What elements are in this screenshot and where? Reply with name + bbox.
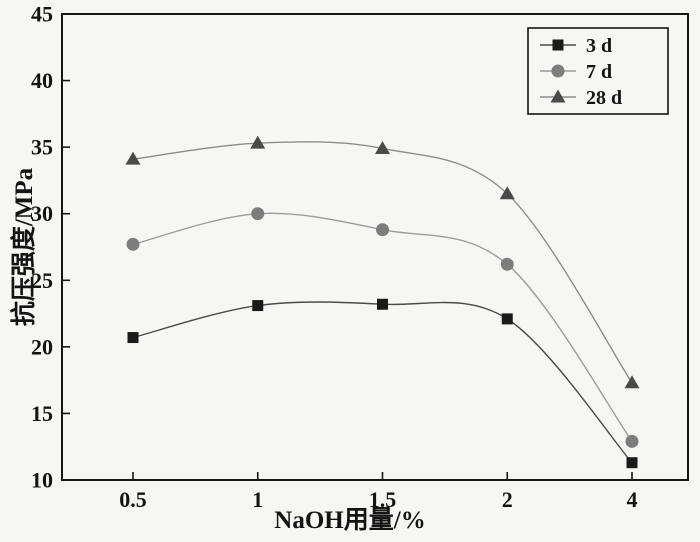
legend-item: 7 d	[540, 61, 612, 83]
plot-frame	[61, 13, 689, 481]
series-marker-square	[501, 313, 513, 325]
x-axis-title: NaOH用量/%	[274, 507, 426, 534]
series-marker-circle	[625, 434, 639, 448]
series-marker-circle	[251, 207, 265, 221]
x-tick-label: 1	[252, 487, 263, 512]
series-line	[132, 141, 633, 384]
y-tick-label: 25	[31, 268, 53, 293]
series-marker-square	[626, 457, 638, 469]
y-tick-label: 30	[31, 201, 53, 226]
y-axis-title: 抗压强度/MPa	[11, 167, 38, 327]
series-marker-circle	[376, 223, 389, 237]
y-tick-label: 15	[31, 401, 53, 426]
series-marker-circle	[551, 64, 565, 78]
series-marker-triangle	[550, 89, 566, 103]
series-marker-triangle	[250, 135, 266, 149]
x-tick-label: 4	[627, 487, 638, 512]
series-marker-triangle	[125, 151, 141, 165]
series-marker-square	[252, 300, 264, 312]
series-marker-circle	[500, 257, 514, 271]
series-marker-triangle	[624, 375, 640, 389]
series-3d	[127, 298, 638, 469]
series-marker-square	[127, 332, 139, 344]
series-marker-square	[377, 298, 388, 310]
legend: 3 d 7 d 28 d	[527, 27, 669, 115]
series-line	[132, 301, 633, 464]
series-marker-triangle	[499, 186, 515, 200]
legend-label: 7 d	[586, 61, 612, 83]
series-28d	[125, 135, 640, 389]
legend-label: 3 d	[586, 35, 612, 57]
y-tick-label: 40	[31, 68, 53, 93]
series-marker-circle	[126, 237, 140, 251]
x-tick-label: 2	[502, 487, 513, 512]
legend-label: 28 d	[586, 87, 622, 109]
x-tick-label: 0.5	[119, 487, 147, 512]
x-tick-label: 1.5	[369, 487, 397, 512]
y-tick-label: 10	[31, 468, 53, 493]
series-marker-square	[552, 39, 564, 51]
legend-item: 3 d	[540, 35, 612, 57]
y-tick-label: 20	[31, 334, 53, 359]
series-line	[132, 212, 633, 442]
series-7d	[126, 207, 639, 448]
series-marker-triangle	[375, 140, 390, 154]
legend-item: 28 d	[540, 87, 622, 109]
y-tick-label: 35	[31, 135, 53, 160]
y-tick-label: 45	[31, 2, 53, 27]
